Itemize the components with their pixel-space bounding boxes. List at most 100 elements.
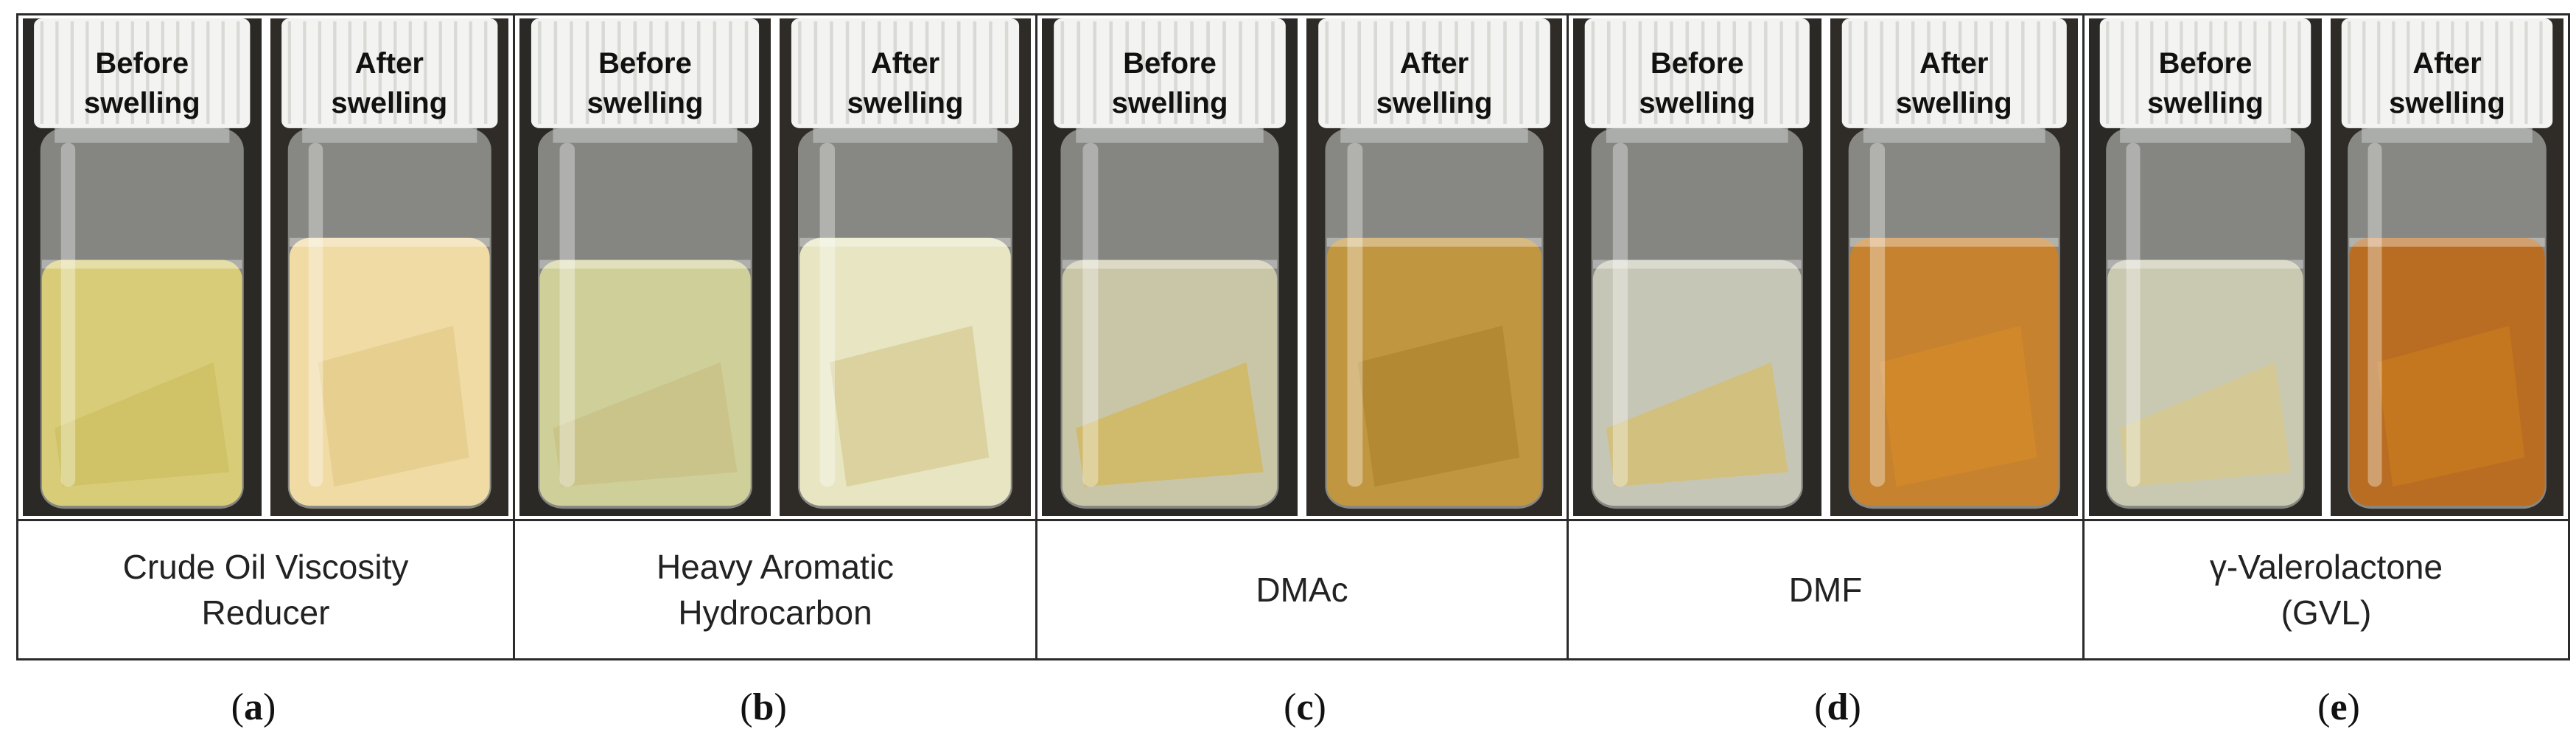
cap-ridge	[813, 21, 818, 124]
cap-ridge	[161, 21, 164, 124]
glass-highlight	[2126, 142, 2141, 487]
vial-image	[1573, 18, 1821, 516]
vial-before-photo: Before swelling	[519, 18, 771, 516]
solvent-label: DMAc	[1256, 571, 1348, 609]
cap-ridge	[1536, 21, 1539, 124]
cap-ridge	[1503, 21, 1507, 124]
photo-row: Before swelling After swelling	[1569, 15, 2082, 521]
cap-ridge	[1973, 21, 1978, 124]
cap-ridge	[1190, 21, 1194, 124]
vial-after-photo: After swelling	[270, 18, 508, 516]
cap-ridge	[1406, 21, 1410, 124]
cap-ridge	[221, 21, 225, 124]
cap-ridge	[2451, 21, 2454, 124]
meniscus	[1849, 237, 2059, 247]
cap-ridge	[55, 21, 59, 124]
cap-ridge	[2239, 21, 2242, 124]
cap-ridge	[146, 21, 150, 124]
cap-ridge	[1060, 21, 1065, 124]
before-swelling-label: Before swelling	[1111, 47, 1228, 119]
cap-ridge	[1325, 21, 1329, 124]
cap-ridge	[302, 21, 307, 124]
vial-image	[780, 18, 1031, 516]
polymer-film	[553, 362, 738, 487]
cap-ridge	[1487, 21, 1491, 124]
glass-highlight	[2367, 142, 2382, 487]
cap-ridge	[973, 21, 977, 124]
cap-ridge	[70, 21, 74, 124]
cap-ridge	[2005, 21, 2009, 124]
solvent-cell: Heavy Aromatic Hydrocarbon	[515, 521, 1035, 658]
cap-ridge	[2539, 21, 2543, 124]
polymer-film	[1076, 362, 1264, 487]
vial-image	[1830, 18, 2078, 516]
cap-ridge	[1141, 21, 1145, 124]
polymer-film	[1606, 362, 1788, 487]
glass-highlight	[308, 142, 323, 487]
cap-ridge	[378, 21, 382, 124]
cap-ridge	[2036, 21, 2040, 124]
before-swelling-label: Before swelling	[1639, 47, 1756, 119]
panel-letter-e: (e)	[2317, 686, 2360, 728]
swollen-film	[2377, 325, 2525, 487]
cap-ridge	[861, 21, 865, 124]
cap-ridge	[1911, 21, 1914, 124]
cap-ridge	[332, 21, 337, 124]
cap-ridge	[989, 21, 993, 124]
cap-ridge	[830, 21, 833, 124]
glass-highlight	[1869, 142, 1885, 487]
cap-ridge	[1109, 21, 1113, 124]
cap-ridge	[2348, 21, 2351, 124]
cap-ridge	[1438, 21, 1442, 124]
cap-ridge	[2421, 21, 2425, 124]
cap-ridge	[2224, 21, 2227, 124]
glass-highlight	[60, 142, 76, 487]
after-swelling-label: After swelling	[331, 47, 448, 119]
cap-ridge	[729, 21, 732, 124]
cap-ridge	[100, 21, 104, 124]
cap-ridge	[2180, 21, 2183, 124]
cap-ridge	[2392, 21, 2395, 124]
photo-row: Before swelling After swelling	[2085, 15, 2568, 521]
cap-ridge	[1471, 21, 1474, 124]
cap-ridge	[1653, 21, 1658, 124]
cap-ridge	[2268, 21, 2272, 124]
cap-ridge	[665, 21, 669, 124]
cap-ridge	[2106, 21, 2110, 124]
after-swelling-label: After swelling	[1376, 47, 1493, 119]
cap-ridge	[2020, 21, 2025, 124]
cap-ridge	[423, 21, 427, 124]
cap-ridge	[1795, 21, 1799, 124]
cap-ridge	[553, 21, 558, 124]
cap-ridge	[941, 21, 945, 124]
cap-ridge	[1591, 21, 1595, 124]
solvent-label: Heavy Aromatic Hydrocarbon	[656, 548, 895, 632]
cap-ridge	[696, 21, 701, 124]
cap-ridge	[237, 21, 240, 124]
cap-ridge	[1606, 21, 1611, 124]
cap-ridge	[130, 21, 134, 124]
cap-ridge	[408, 21, 412, 124]
cap-ridge	[798, 21, 802, 124]
cap-ridge	[191, 21, 195, 124]
cap-ridge	[877, 21, 881, 124]
cap-ridge	[2253, 21, 2257, 124]
cap-ridge	[909, 21, 913, 124]
cap-ridge	[1455, 21, 1458, 124]
vial-image	[1042, 18, 1298, 516]
cap-ridge	[116, 21, 119, 124]
meniscus	[1062, 259, 1278, 269]
cap-ridge	[1848, 21, 1852, 124]
cap-ridge	[453, 21, 457, 124]
cap-ridge	[1125, 21, 1129, 124]
meniscus	[2349, 237, 2545, 247]
cap-ridge	[469, 21, 472, 124]
polymer-film	[2120, 362, 2291, 487]
glass-highlight	[1612, 142, 1628, 487]
cap-ridge	[1670, 21, 1673, 124]
vial-before-photo: Before swelling	[23, 18, 262, 516]
cap-ridge	[2510, 21, 2513, 124]
cap-ridge	[1093, 21, 1097, 124]
cap-ridge	[1390, 21, 1393, 124]
vial-after-photo: After swelling	[1306, 18, 1562, 516]
